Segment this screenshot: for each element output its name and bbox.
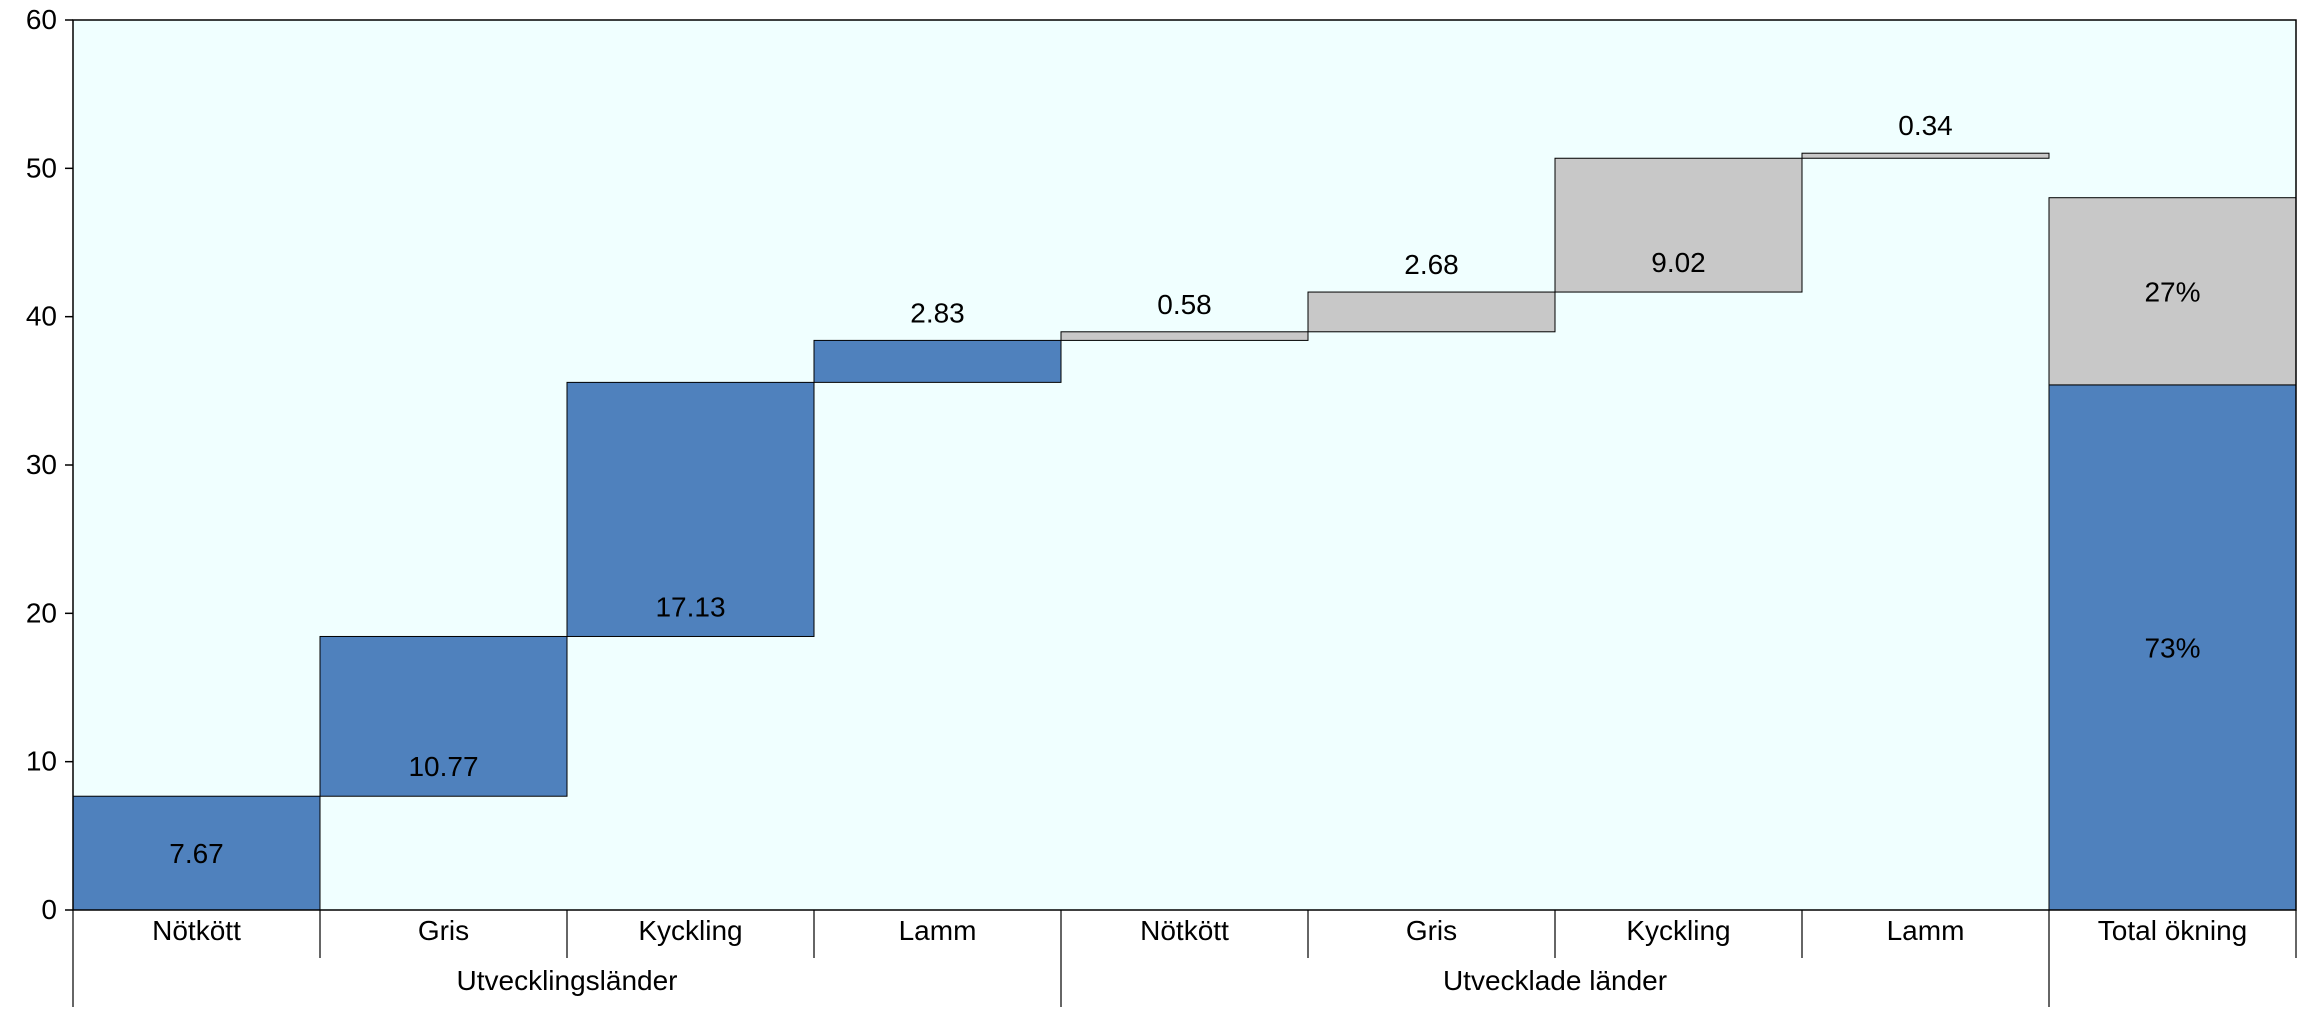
y-tick-label: 60 xyxy=(26,4,57,35)
waterfall-bar xyxy=(813,339,1062,383)
x-category-label: Lamm xyxy=(1887,915,1965,946)
y-tick-label: 40 xyxy=(26,301,57,332)
x-category-label: Nötkött xyxy=(1140,915,1229,946)
x-group-label: Utvecklade länder xyxy=(1443,965,1667,996)
y-tick-label: 30 xyxy=(26,449,57,480)
data-label: 9.02 xyxy=(1651,247,1706,278)
data-labels: 7.67 10.77 17.13 2.83 0.58 2.68 9.02 0.34 73% 27% xyxy=(169,110,2200,869)
bars xyxy=(72,152,2297,911)
waterfall-bar xyxy=(72,795,321,911)
data-label: 0.58 xyxy=(1157,289,1212,320)
total-segment xyxy=(2048,197,2297,386)
x-category-label: Kyckling xyxy=(638,915,742,946)
y-tick-label: 20 xyxy=(26,597,57,628)
axes: 0 10 20 30 40 50 60 Nötkött Gris Kyckling Lamm Nötk… xyxy=(26,4,2297,1007)
y-tick-label: 10 xyxy=(26,746,57,777)
data-label: 0.34 xyxy=(1898,110,1953,141)
y-tick-label: 0 xyxy=(41,894,57,925)
x-category-label: Gris xyxy=(418,915,469,946)
data-label: 2.83 xyxy=(910,297,965,328)
x-category-label: Nötkött xyxy=(152,915,241,946)
waterfall-bar xyxy=(1554,157,1803,293)
waterfall-bar xyxy=(1307,291,1556,333)
waterfall-bar xyxy=(319,635,568,797)
data-label: 10.77 xyxy=(408,751,478,782)
total-segment-label: 73% xyxy=(2144,632,2200,663)
x-category-label: Kyckling xyxy=(1626,915,1730,946)
waterfall-bar xyxy=(566,381,815,637)
data-label: 2.68 xyxy=(1404,249,1459,280)
x-category-label: Lamm xyxy=(899,915,977,946)
waterfall-bar xyxy=(1801,152,2050,159)
x-group-label: Utvecklingsländer xyxy=(457,965,678,996)
total-segment xyxy=(2048,384,2297,911)
waterfall-bar xyxy=(1060,331,1309,341)
data-label: 7.67 xyxy=(169,838,224,869)
x-category-label: Total ökning xyxy=(2098,915,2247,946)
data-label: 17.13 xyxy=(655,591,725,622)
total-segment-label: 27% xyxy=(2144,276,2200,307)
x-category-label: Gris xyxy=(1406,915,1457,946)
y-tick-label: 50 xyxy=(26,152,57,183)
